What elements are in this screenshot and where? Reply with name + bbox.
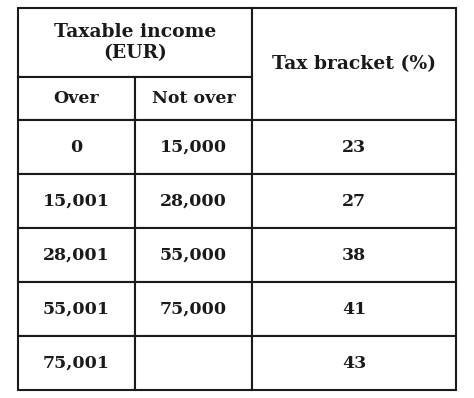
Bar xyxy=(18,120,135,174)
Text: Taxable income
(EUR): Taxable income (EUR) xyxy=(54,23,216,62)
Bar xyxy=(135,336,252,390)
Text: Over: Over xyxy=(54,90,100,107)
Bar xyxy=(252,336,456,390)
Text: Tax bracket (%): Tax bracket (%) xyxy=(272,55,436,73)
Text: 15,000: 15,000 xyxy=(160,139,227,156)
Text: 23: 23 xyxy=(342,139,366,156)
Text: 27: 27 xyxy=(342,193,366,209)
Bar xyxy=(252,174,456,228)
Text: 38: 38 xyxy=(342,246,366,263)
Bar xyxy=(18,282,135,336)
Bar xyxy=(135,120,252,174)
Bar xyxy=(18,77,135,120)
Bar xyxy=(18,228,135,282)
Bar xyxy=(135,228,252,282)
Bar xyxy=(18,336,135,390)
Bar xyxy=(252,228,456,282)
Bar xyxy=(135,282,252,336)
Text: 75,001: 75,001 xyxy=(43,355,110,371)
Text: Not over: Not over xyxy=(152,90,236,107)
Bar xyxy=(135,174,252,228)
Text: 55,001: 55,001 xyxy=(43,300,110,318)
Text: 41: 41 xyxy=(342,300,366,318)
Text: 75,000: 75,000 xyxy=(160,300,227,318)
Text: 0: 0 xyxy=(70,139,82,156)
Bar xyxy=(252,8,456,120)
Bar xyxy=(252,282,456,336)
Bar xyxy=(252,120,456,174)
Text: 28,000: 28,000 xyxy=(160,193,227,209)
Text: 43: 43 xyxy=(342,355,366,371)
Bar xyxy=(18,174,135,228)
Text: 28,001: 28,001 xyxy=(43,246,110,263)
Text: 15,001: 15,001 xyxy=(43,193,110,209)
Bar xyxy=(18,8,252,77)
Bar xyxy=(135,77,252,120)
Text: 55,000: 55,000 xyxy=(160,246,227,263)
